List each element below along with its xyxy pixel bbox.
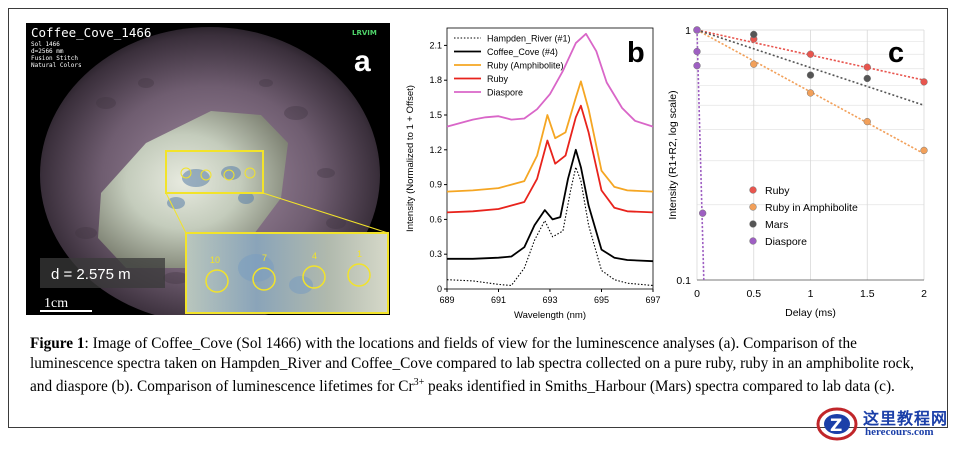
legend-label-b: Coffee_Cove (#4) [487, 47, 558, 57]
point-mars [863, 74, 871, 83]
panel-letter-c: c [888, 37, 904, 69]
y-axis-label-c: Intensity (R1+R2, log scale) [667, 90, 679, 219]
panel-letter-a: a [354, 45, 371, 78]
legend-label-b: Diaspore [487, 88, 523, 98]
y-tick-label-b: 0.6 [429, 214, 442, 224]
point-ruby [806, 50, 815, 58]
point-ruby-in-amphibolite [863, 117, 871, 126]
meta-line: Fusion Stitch [31, 55, 78, 62]
legend-label-c: Mars [765, 219, 788, 231]
legend-marker-c [749, 237, 757, 245]
meta-line: Natural Colors [31, 62, 82, 69]
x-tick-label-c: 1.5 [860, 288, 875, 300]
point-ruby [920, 78, 928, 86]
spot-4 [302, 265, 326, 289]
point-diaspore [699, 209, 707, 217]
x-tick-label-b: 695 [594, 295, 609, 305]
watermark-logo-icon: Z [816, 407, 858, 441]
point-diaspore [693, 26, 701, 34]
y-tick-label-c: 1 [685, 25, 691, 37]
legend-label-c: Ruby in Amphibolite [765, 202, 858, 214]
figure-frame [8, 8, 948, 428]
watermark-url: herecours.com [865, 426, 934, 438]
analysis-region-box [165, 150, 264, 194]
spectra-chart: 689 691 693 695 697 0 0.3 0.6 0.9 1.2 1.5 1.8 2.1 Wav… [397, 18, 669, 326]
caption-text-end: peaks identified in Smiths_Harbour (Mars… [424, 378, 895, 396]
x-tick-label-b: 689 [439, 295, 454, 305]
y-tick-label-b: 1.5 [429, 110, 442, 120]
x-tick-label-b: 691 [491, 295, 506, 305]
series-line-coffee-cove-4- [447, 148, 654, 263]
spot-label-10: 10 [210, 255, 220, 265]
legend-marker-c [749, 220, 757, 228]
spot-label-1: 1 [357, 249, 362, 259]
spot-10 [205, 269, 229, 293]
series-line-diaspore [446, 32, 654, 128]
point-mars [806, 71, 815, 79]
watermark-title: 这里教程网 [863, 409, 949, 428]
point-ruby-in-amphibolite [806, 89, 815, 97]
legend-label-b: Ruby (Amphibolite) [487, 61, 564, 71]
x-axis-label-c: Delay (ms) [785, 307, 836, 319]
y-tick-label-c: 0.1 [676, 275, 691, 287]
instrument-tag: LRVIM [352, 29, 377, 37]
caption-superscript: 3+ [413, 377, 425, 388]
y-tick-label-b: 1.8 [429, 75, 442, 85]
panel-letter-b: b [627, 37, 645, 69]
watermark: Z 这里教程网 herecours.com [813, 404, 953, 444]
point-diaspore [693, 62, 701, 70]
legend-label-b: Hampden_River (#1) [487, 34, 571, 44]
series-line-hampden-river-1- [446, 166, 654, 287]
y-tick-label-b: 2.1 [429, 40, 442, 50]
figure-caption: Figure 1: Image of Coffee_Cove (Sol 1466… [30, 334, 935, 397]
legend-marker-c [749, 203, 757, 211]
lifetime-chart: 0 0.5 1 1.5 2 0.1 1 Delay (ms) Intensity (R1+R2,… [660, 12, 942, 324]
caption-text: : Image of Coffee_Cove (Sol 1466) with t… [30, 335, 914, 396]
image-title: Coffee_Cove_1466 [31, 25, 151, 40]
x-tick-label-c: 2 [921, 288, 927, 300]
caption-label: Figure 1 [30, 335, 85, 352]
y-tick-label-b: 0.9 [429, 180, 442, 190]
x-tick-label-c: 0.5 [746, 288, 761, 300]
spot-label-4: 4 [312, 251, 317, 261]
scale-label: 1cm [44, 296, 68, 311]
y-axis-label-b: Intensity (Normalized to 1 + Offset) [405, 85, 416, 232]
spot-label-7: 7 [262, 253, 267, 263]
legend-label-b: Ruby [487, 74, 509, 84]
meta-line: d=2566 mm [31, 48, 64, 55]
zoom-inset [185, 232, 389, 314]
y-tick-label-b: 0.3 [429, 249, 442, 259]
point-ruby [863, 63, 871, 71]
legend-marker-c [749, 186, 757, 194]
x-axis-label-b: Wavelength (nm) [514, 310, 586, 321]
y-tick-label-b: 1.2 [429, 145, 442, 155]
legend-label-c: Diaspore [765, 236, 807, 248]
point-ruby-in-amphibolite [750, 60, 758, 68]
spot-1 [347, 263, 371, 287]
meta-line: Sol 1466 [31, 41, 60, 48]
point-mars [750, 30, 758, 39]
series-line-ruby-amphibolite- [446, 80, 654, 193]
y-tick-label-b: 0 [437, 284, 442, 294]
legend-label-c: Ruby [765, 185, 790, 197]
x-tick-label-b: 697 [645, 295, 660, 305]
spot-7 [252, 267, 276, 291]
distance-label: d = 2.575 m [51, 266, 131, 283]
rock-image-panel: 10 7 4 1 Coffee_Cove_1466 Sol 1466 d=256… [26, 23, 390, 315]
trendline-diaspore [696, 29, 705, 281]
x-tick-label-c: 0 [694, 288, 700, 300]
trendline-mars [696, 29, 925, 107]
point-ruby-in-amphibolite [920, 146, 928, 155]
x-tick-label-c: 1 [808, 288, 814, 300]
watermark-logo-letter: Z [830, 416, 842, 436]
x-tick-label-b: 693 [542, 295, 557, 305]
series-line-ruby [446, 104, 654, 214]
point-diaspore [693, 47, 701, 56]
